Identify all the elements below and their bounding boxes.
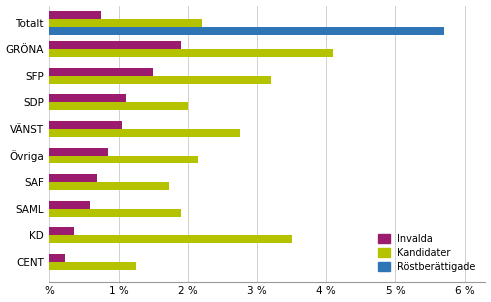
Bar [50,174,97,182]
Bar [50,148,109,156]
Bar [50,182,168,190]
Bar [50,156,198,163]
Bar [50,201,90,209]
Bar [50,41,181,49]
Bar [50,76,271,84]
Bar [50,27,444,35]
Legend: Invalda, Kandidater, Röstberättigade: Invalda, Kandidater, Röstberättigade [373,229,481,277]
Bar [50,121,122,129]
Bar [50,102,188,111]
Bar [50,11,101,19]
Bar [50,227,74,235]
Bar [50,49,333,57]
Bar [50,262,136,270]
Bar [50,95,126,102]
Bar [50,209,181,217]
Bar [50,129,240,137]
Bar [50,254,65,262]
Bar [50,235,292,243]
Bar [50,19,202,27]
Bar [50,68,153,76]
